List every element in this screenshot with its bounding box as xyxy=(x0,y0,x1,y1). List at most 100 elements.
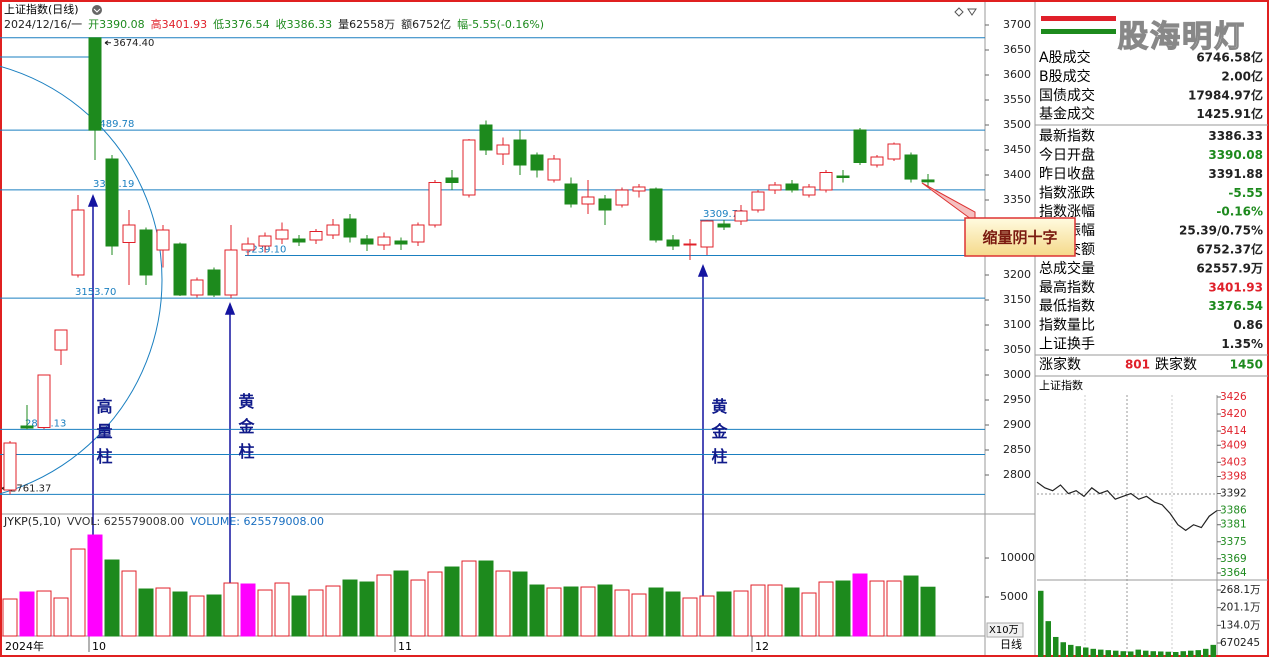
candle-body xyxy=(258,235,272,247)
arrow-head xyxy=(697,263,709,277)
candle-body xyxy=(190,279,204,296)
volume-bar xyxy=(1203,648,1209,657)
candle-body xyxy=(71,209,85,276)
candle-body xyxy=(275,229,289,240)
volume-bar xyxy=(1098,649,1104,657)
row-value: 0.86 xyxy=(1233,318,1263,332)
candle-body xyxy=(751,191,765,211)
row-label: 昨日收盘 xyxy=(1039,165,1095,182)
volume-bar xyxy=(1173,651,1179,657)
candle-body xyxy=(462,139,476,196)
x-tick-label: 11 xyxy=(398,640,412,653)
breadth-value: 801 xyxy=(1125,358,1150,372)
volume-header: JYKP(5,10) VVOL: 625579008.00 VOLUME: 6255… xyxy=(3,515,324,528)
volume-bar xyxy=(852,573,868,637)
candle-body xyxy=(292,238,306,243)
y-tick-label: 2950 xyxy=(1003,393,1031,406)
tool-icon[interactable] xyxy=(967,8,977,16)
volume-bar xyxy=(869,580,885,637)
y-tick-label: 3403 xyxy=(1220,456,1247,468)
volume-bar xyxy=(257,589,273,637)
y-tick-label: 3369 xyxy=(1220,553,1247,565)
row-value: 3401.93 xyxy=(1208,280,1263,294)
row-value: 3391.88 xyxy=(1208,167,1263,181)
mini-title: 上证指数 xyxy=(1039,378,1083,392)
volume-bar xyxy=(104,559,120,637)
watermark: 股海明灯 xyxy=(1118,20,1246,55)
level-label: 3674.40 xyxy=(113,38,154,49)
volume-bar xyxy=(19,591,35,637)
candle-body xyxy=(870,156,884,166)
y-tick-label: 5000 xyxy=(1000,590,1028,603)
candle-body xyxy=(54,329,68,351)
y-tick-label: 2850 xyxy=(1003,443,1031,456)
row-value: 6746.58亿 xyxy=(1196,50,1263,65)
volume-bar xyxy=(580,586,596,637)
candle-body xyxy=(241,243,255,251)
price-line xyxy=(1036,481,1218,532)
row-value: -5.55 xyxy=(1228,186,1263,200)
dropdown-icon[interactable] xyxy=(92,5,102,15)
volume-bar xyxy=(835,580,851,637)
candle-body xyxy=(887,143,901,160)
annotation: 黄金柱 xyxy=(709,397,729,473)
volume-bar xyxy=(1083,647,1089,657)
candle-body xyxy=(921,179,935,183)
volume-bar xyxy=(818,581,834,637)
volume-bar xyxy=(1135,649,1141,657)
candle-body xyxy=(88,37,102,131)
volume-bar xyxy=(308,589,324,637)
level-arrow xyxy=(104,40,111,46)
row-label: 最高指数 xyxy=(1039,279,1095,296)
x-tick-label: 12 xyxy=(755,640,769,653)
y-tick-label: 3364 xyxy=(1220,567,1247,579)
volume-bar xyxy=(2,598,18,637)
candle-body xyxy=(615,189,629,206)
y-tick-label: 3426 xyxy=(1220,391,1247,403)
y-tick-label: 3200 xyxy=(1003,268,1031,281)
volume-unit: X10万 xyxy=(989,625,1019,636)
row-label: 基金成交 xyxy=(1039,106,1095,123)
y-tick-label: 3420 xyxy=(1220,408,1247,420)
chart-title: 上证指数(日线) xyxy=(4,2,79,16)
volume-bar xyxy=(325,585,341,637)
y-tick-label: 3386 xyxy=(1220,505,1247,517)
tool-icon[interactable] xyxy=(954,7,964,17)
candle-body xyxy=(394,240,408,245)
y-tick-label: 3100 xyxy=(1003,318,1031,331)
volume-bar xyxy=(1075,646,1081,657)
volume-bar xyxy=(1120,651,1126,657)
row-label: 上证换手 xyxy=(1039,336,1095,353)
y-tick-label: 201.1万 xyxy=(1220,602,1261,614)
volume-bar xyxy=(767,584,783,637)
text-run: 2024/12/16/一 xyxy=(4,18,82,31)
candle-body xyxy=(904,154,918,180)
candle-body xyxy=(479,124,493,151)
candle-body xyxy=(802,186,816,196)
text-run: 额6752亿 xyxy=(401,18,451,31)
y-tick-label: 670245 xyxy=(1220,637,1260,649)
row-label: 最低指数 xyxy=(1039,299,1095,315)
row-label: 国债成交 xyxy=(1039,87,1095,104)
candle-body xyxy=(598,198,612,211)
ratio-bar xyxy=(1041,29,1116,34)
candle-body xyxy=(564,183,578,205)
candle-body xyxy=(513,139,527,166)
candle-body xyxy=(496,144,510,155)
candle-body xyxy=(445,177,459,183)
row-value: 3390.08 xyxy=(1208,148,1263,162)
arrow-head xyxy=(224,301,236,315)
volume-bar xyxy=(121,570,137,637)
row-value: 25.39/0.75% xyxy=(1179,224,1263,238)
volume-bar xyxy=(648,587,664,637)
candle-body xyxy=(836,175,850,178)
level-label: 3153.70 xyxy=(75,287,116,298)
callout-box xyxy=(964,217,1076,257)
candle-body xyxy=(3,442,17,491)
y-tick-label: 134.0万 xyxy=(1220,619,1261,631)
volume-bar xyxy=(172,591,188,637)
y-tick-label: 3000 xyxy=(1003,368,1031,381)
row-value: -0.16% xyxy=(1216,205,1263,219)
volume-bar xyxy=(1210,644,1216,657)
candle-body xyxy=(377,236,391,246)
